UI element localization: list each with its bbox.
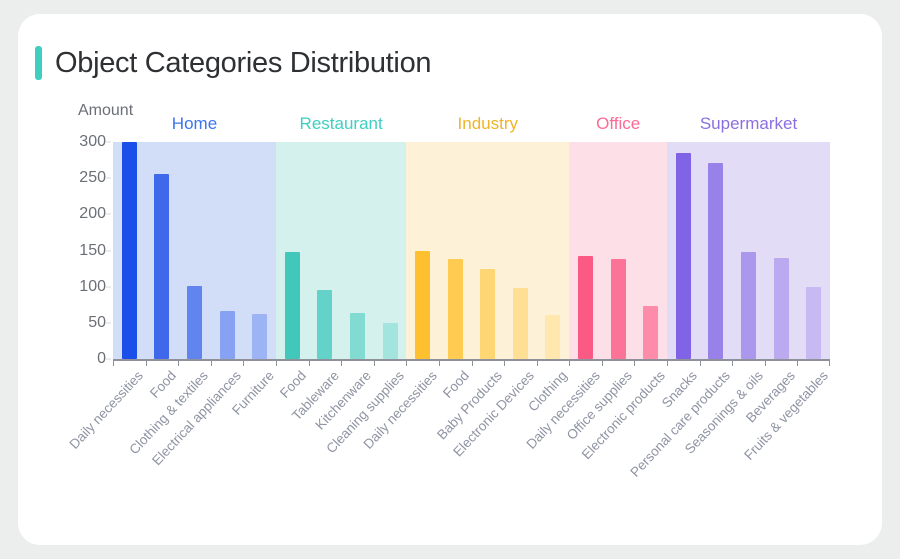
bar[interactable]: [154, 173, 170, 359]
title-row: Object Categories Distribution: [35, 46, 432, 80]
x-tick-mark: [699, 359, 701, 366]
y-tick-mark: [106, 177, 111, 179]
x-tick-mark: [634, 359, 636, 366]
bar[interactable]: [643, 306, 659, 359]
title-accent-bar: [35, 46, 42, 80]
y-tick-mark: [106, 322, 111, 324]
x-tick-mark: [471, 359, 473, 366]
x-tick-mark: [601, 359, 603, 366]
x-tick-mark: [145, 359, 147, 366]
x-tick-mark: [569, 359, 571, 366]
bar[interactable]: [741, 251, 756, 359]
group-label-supermarket: Supermarket: [699, 114, 798, 133]
x-tick-mark: [406, 359, 408, 366]
x-tick-mark: [797, 359, 799, 366]
group-label-home: Home: [171, 114, 218, 133]
x-tick-mark: [536, 359, 538, 366]
y-tick-label: 50: [88, 313, 106, 331]
bar[interactable]: [317, 289, 333, 359]
x-tick-mark: [275, 359, 277, 366]
bar[interactable]: [219, 310, 235, 359]
group-label-office: Office: [596, 114, 641, 133]
x-tick-mark: [829, 359, 830, 366]
y-tick-mark: [106, 213, 111, 215]
plot-area: Home Restaurant Industry Office Supermarket: [113, 114, 830, 359]
y-tick-mark: [106, 250, 111, 251]
y-tick-label: 100: [79, 277, 106, 295]
x-tick-mark: [113, 359, 114, 366]
bar[interactable]: [186, 285, 202, 359]
bar[interactable]: [512, 288, 528, 359]
group-label-industry: Industry: [457, 114, 519, 133]
y-tick-label: 300: [79, 133, 106, 150]
y-tick-mark: [106, 358, 111, 360]
bar[interactable]: [284, 251, 300, 359]
bar[interactable]: [121, 142, 137, 359]
bar[interactable]: [349, 313, 365, 359]
x-tick-mark: [438, 359, 440, 366]
bar[interactable]: [382, 322, 398, 359]
x-tick-mark: [308, 359, 310, 366]
bar[interactable]: [545, 314, 561, 359]
y-tick-label: 200: [79, 205, 106, 223]
y-tick-label: 150: [79, 241, 106, 259]
bar[interactable]: [447, 259, 463, 359]
x-tick-mark: [667, 359, 669, 366]
bar[interactable]: [415, 250, 431, 359]
x-tick-mark: [341, 359, 343, 366]
bar[interactable]: [773, 257, 789, 359]
y-tick-label: 0: [97, 350, 106, 367]
y-axis-title: Amount: [78, 102, 134, 119]
x-tick-mark: [732, 359, 734, 366]
y-axis-ticks: 0 50 100 150 200 250 300: [48, 133, 111, 367]
y-tick-mark: [106, 286, 111, 288]
x-tick-mark: [210, 359, 212, 366]
y-tick-label: 250: [79, 169, 106, 187]
x-tick-mark: [504, 359, 506, 366]
bar[interactable]: [252, 314, 268, 359]
page-title: Object Categories Distribution: [55, 46, 432, 79]
bar[interactable]: [708, 162, 724, 359]
chart-card: Object Categories Distribution Amount 0 5…: [18, 14, 882, 545]
bar[interactable]: [480, 268, 496, 359]
bar[interactable]: [578, 256, 594, 359]
x-tick-mark: [373, 359, 375, 366]
bar[interactable]: [675, 152, 691, 359]
group-label-restaurant: Restaurant: [299, 114, 383, 133]
y-tick-mark: [106, 141, 111, 143]
x-tick-mark: [178, 359, 180, 366]
x-axis-line: [113, 359, 830, 366]
bar[interactable]: [806, 286, 822, 359]
bar[interactable]: [610, 259, 626, 359]
x-tick-mark: [243, 359, 245, 366]
x-tick-mark: [764, 359, 766, 366]
